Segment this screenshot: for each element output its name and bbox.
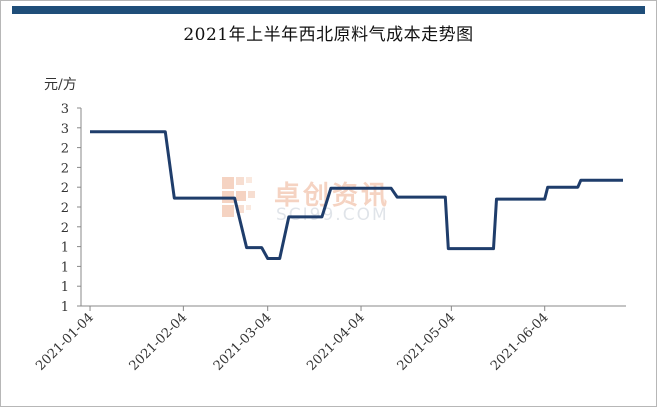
x-tick-label: 2021-03-04 — [211, 310, 275, 374]
series-layer — [90, 130, 623, 260]
y-tick-label: 3 — [61, 122, 69, 137]
x-tick-label: 2021-02-04 — [127, 310, 191, 374]
x-tick-label: 2021-05-04 — [395, 310, 459, 374]
x-axis: 2021-01-04 2021-02-04 2021-03-04 2021-04-04… — [33, 306, 552, 374]
series-line — [90, 130, 623, 260]
x-tick-label: 2021-01-04 — [33, 310, 97, 374]
y-tick-label: 3 — [61, 102, 69, 117]
y-axis: 3 3 2 2 2 2 2 1 1 1 1 — [61, 102, 81, 315]
y-tick-label: 1 — [61, 300, 69, 315]
y-tick-label: 2 — [61, 221, 69, 236]
y-tick-label: 1 — [61, 241, 69, 256]
x-tick-label: 2021-04-04 — [304, 310, 368, 374]
y-tick-label: 1 — [61, 260, 69, 275]
y-tick-label: 2 — [61, 161, 69, 176]
y-tick-label: 1 — [61, 280, 69, 295]
y-tick-label: 2 — [61, 142, 69, 157]
y-tick-label: 2 — [61, 181, 69, 196]
y-axis-unit-label: 元/方 — [44, 77, 77, 93]
y-tick-label: 2 — [61, 201, 69, 216]
chart-title: 2021年上半年西北原料气成本走势图 — [183, 25, 474, 45]
x-tick-label: 2021-06-04 — [488, 310, 552, 374]
top-accent-bar — [12, 6, 645, 14]
